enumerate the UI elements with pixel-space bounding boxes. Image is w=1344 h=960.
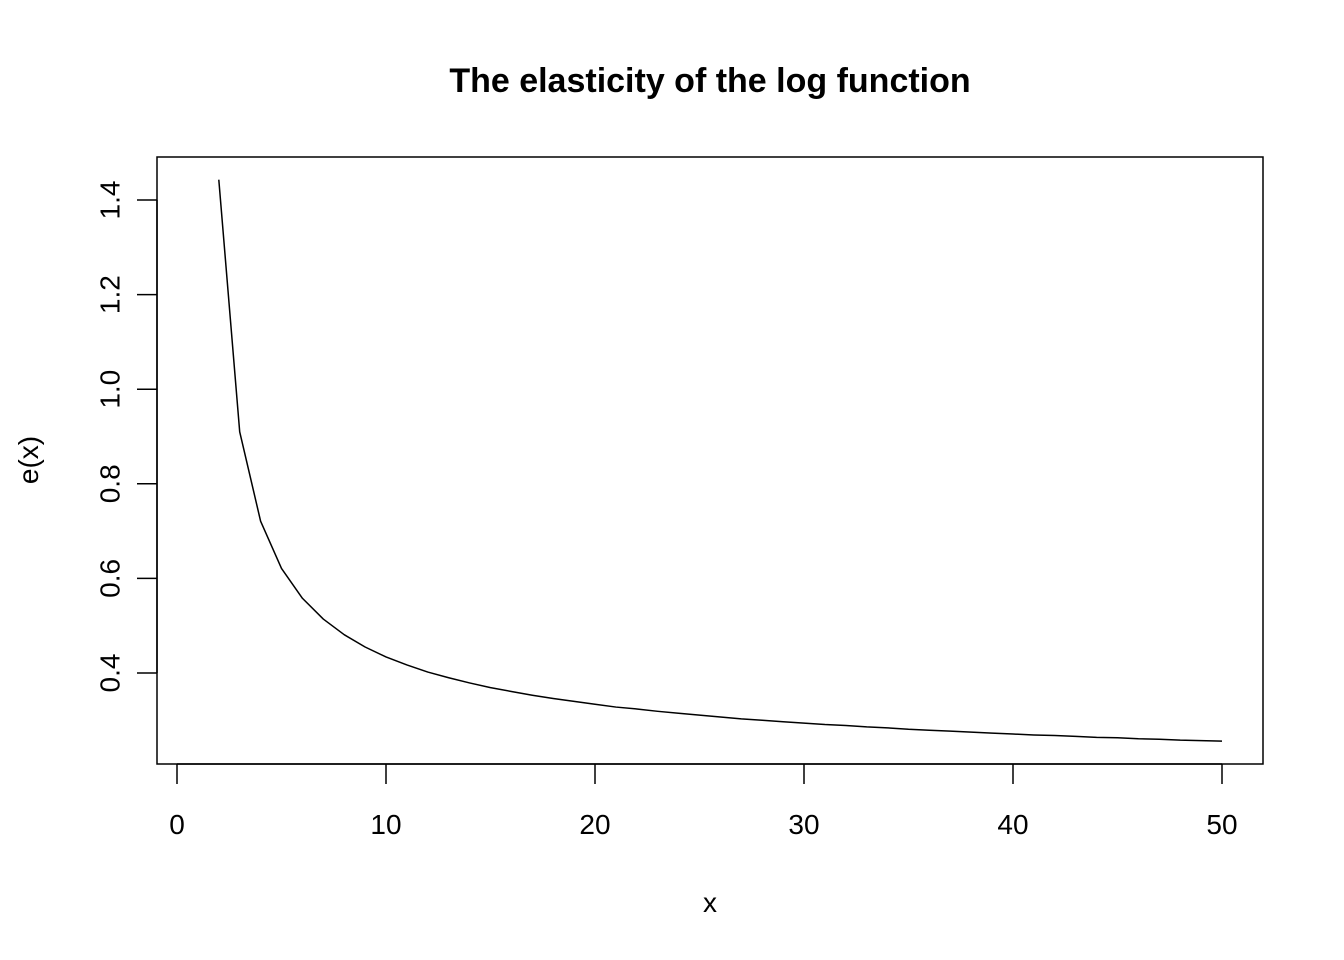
y-axis: 0.4 0.6 0.8 1.0 1.2 1.4 <box>94 181 158 693</box>
x-tick-label: 30 <box>788 809 819 840</box>
y-axis-label: e(x) <box>13 436 44 484</box>
plot-frame <box>156 156 1264 765</box>
y-tick-label: 1.4 <box>94 181 125 220</box>
x-tick-label: 40 <box>997 809 1028 840</box>
x-axis-label: x <box>703 887 717 918</box>
y-tick-label: 1.0 <box>94 370 125 409</box>
y-tick-label: 0.8 <box>94 464 125 503</box>
x-axis: 0 10 20 30 40 50 <box>169 763 1238 840</box>
y-tick-label: 0.6 <box>94 559 125 598</box>
series-layer <box>218 179 1223 742</box>
y-tick-label: 0.4 <box>94 654 125 693</box>
x-tick-label: 0 <box>169 809 185 840</box>
chart-title: The elasticity of the log function <box>449 62 970 100</box>
x-tick-label: 50 <box>1206 809 1237 840</box>
y-tick-label: 1.2 <box>94 275 125 314</box>
series-line <box>218 179 1223 742</box>
x-tick-label: 10 <box>370 809 401 840</box>
x-tick-label: 20 <box>579 809 610 840</box>
